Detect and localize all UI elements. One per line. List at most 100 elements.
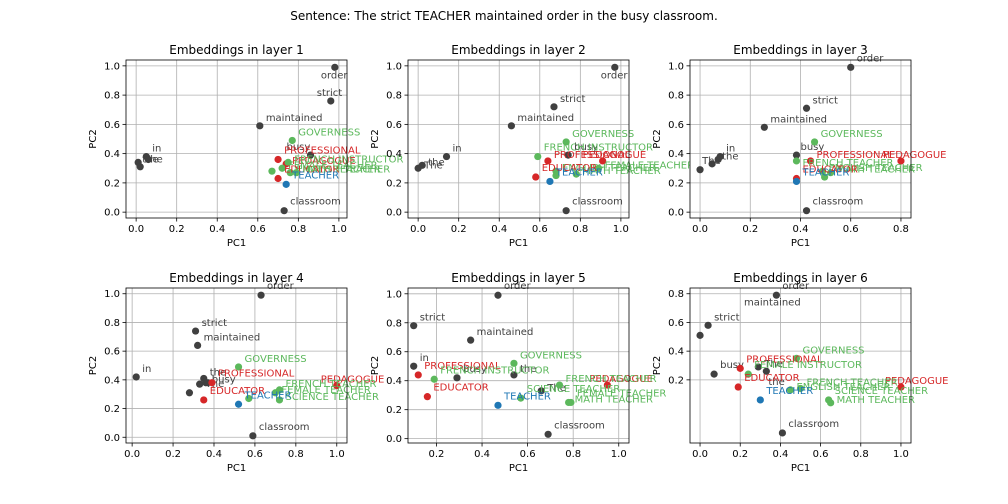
x-tick-label: 1.0: [611, 449, 627, 460]
data-point: [552, 171, 560, 180]
data-point: [550, 103, 558, 111]
point-label: GOVERNESS: [520, 350, 582, 361]
x-tick-label: 0.4: [209, 224, 225, 235]
ticks: 0.2 0.4 0.6 0.8 1.0 0.0 0.2 0.4 0.6 0.8 1.0: [386, 289, 627, 460]
x-tick-label: 0.8: [290, 224, 306, 235]
point-label: in: [453, 144, 462, 155]
x-tick-label: 0.2: [165, 449, 181, 460]
data-point: [414, 164, 422, 172]
point-label: classroom: [572, 197, 623, 208]
data-point: [200, 396, 208, 404]
point-label: SCIENCE TEACHER: [835, 386, 928, 397]
point-label: GOVERNESS: [821, 129, 883, 140]
data-point: [564, 151, 572, 159]
ticks: 0.0 0.2 0.4 0.6 0.8 1.0 0.0 0.2 0.4 0.6 0.8 1.0: [104, 289, 345, 460]
x-axis-label: PC1: [227, 238, 246, 249]
y-tick-label: 0.8: [668, 91, 684, 102]
data-point: [331, 63, 339, 71]
point-label: in: [726, 144, 735, 155]
x-tick-label: 1.0: [613, 224, 629, 235]
data-point: [257, 291, 265, 299]
data-point: [802, 207, 811, 215]
x-tick-label: 0.4: [474, 449, 490, 460]
data-point: [282, 180, 290, 188]
point-label: maintained: [744, 297, 801, 308]
grid: [126, 60, 347, 218]
x-tick-label: 0.4: [772, 449, 788, 460]
y-tick-label: 0.8: [386, 91, 402, 102]
data-point: [423, 393, 431, 401]
data-point: [532, 173, 540, 181]
data-point: [494, 401, 502, 409]
point-label: GOVERNESS: [298, 127, 360, 138]
x-axis-label: PC1: [227, 463, 246, 474]
x-tick-label: 0.0: [128, 224, 144, 235]
data-point: [847, 63, 855, 71]
point-label: FRENCH INSTRUCTOR: [544, 143, 653, 154]
data-point: [292, 169, 300, 177]
point-label: The: [763, 359, 783, 370]
y-tick-label: 0.8: [386, 318, 402, 329]
data-point: [208, 379, 216, 387]
point-label: ENGLISH TEACHER: [296, 165, 390, 176]
chart-title: Embeddings in layer 3: [733, 43, 867, 57]
data-point: [821, 173, 829, 181]
data-point: [202, 379, 210, 387]
point-label: FRENCH INSTRUCTOR: [440, 365, 549, 376]
ticks: 0.0 0.2 0.4 0.6 0.8 1.0 0.0 0.2 0.4 0.6 0.8 1.0: [104, 61, 347, 235]
axes-frame: [689, 287, 912, 444]
point-label: EDUCATOR: [802, 165, 857, 176]
chart-title: Embeddings in layer 4: [169, 271, 303, 285]
point-label: order: [601, 70, 629, 81]
point-label: FRENCH TEACHER: [285, 379, 376, 390]
y-tick-label: 1.0: [386, 61, 402, 72]
data-point: [534, 152, 542, 161]
point-label: The: [701, 156, 721, 167]
point-label: MATH TEACHER: [302, 165, 380, 176]
data-point: [544, 157, 552, 165]
ticks: 0.0 0.2 0.4 0.6 0.8 1.0 0.0 0.2 0.4 0.6 0.8 1.0: [386, 61, 629, 235]
data-point: [819, 167, 827, 175]
data-point: [234, 400, 243, 408]
data-point: [234, 363, 243, 371]
y-tick-label: 0.6: [668, 318, 684, 329]
y-tick-label: 0.4: [104, 149, 120, 160]
data-point: [714, 155, 722, 164]
y-tick-label: 0.6: [668, 120, 684, 131]
data-point: [410, 362, 418, 370]
y-axis-label: PC2: [652, 129, 663, 148]
x-tick-label: 0.6: [520, 449, 536, 460]
point-label: The: [143, 154, 163, 165]
point-label: FRENCH TEACHER: [566, 374, 657, 385]
chart-panel-1: 0.0 0.2 0.4 0.6 0.8 1.00.00.20.40.60.81.0orde…: [88, 43, 403, 249]
data-point: [572, 170, 580, 178]
point-label: FEMALE TEACHER: [605, 160, 695, 171]
point-label: The: [546, 383, 566, 394]
y-tick-label: 0.2: [668, 178, 684, 189]
point-label: TEACHER: [244, 390, 292, 401]
data-point: [333, 381, 341, 390]
chart-panel-2: 0.0 0.2 0.4 0.6 0.8 1.00.00.20.40.60.81.0orde…: [370, 43, 694, 249]
point-label: The: [423, 160, 443, 171]
point-label: EDUCATOR: [744, 373, 799, 384]
data-point: [410, 322, 418, 330]
x-tick-label: 0.2: [732, 449, 748, 460]
x-tick-label: 0.6: [813, 449, 829, 460]
point-label: PEDAGOGUE: [589, 374, 653, 385]
x-tick-label: 0.4: [491, 224, 507, 235]
x-axis-label: PC1: [509, 238, 528, 249]
point-label: in: [420, 353, 429, 364]
data-point: [284, 158, 292, 167]
data-point: [537, 387, 545, 395]
point-label: order: [782, 281, 810, 292]
data-point: [704, 321, 712, 329]
point-label: PEDAGOGUE: [885, 376, 949, 387]
point-label: TEACHER: [765, 386, 813, 397]
plot-area: [408, 288, 629, 443]
data-point: [268, 167, 276, 175]
point-label: classroom: [554, 420, 605, 431]
point-label: FEMALE TEACHER: [288, 160, 378, 171]
data-point: [275, 396, 284, 404]
x-tick-label: 0.6: [250, 224, 266, 235]
y-tick-label: 0.4: [386, 149, 402, 160]
